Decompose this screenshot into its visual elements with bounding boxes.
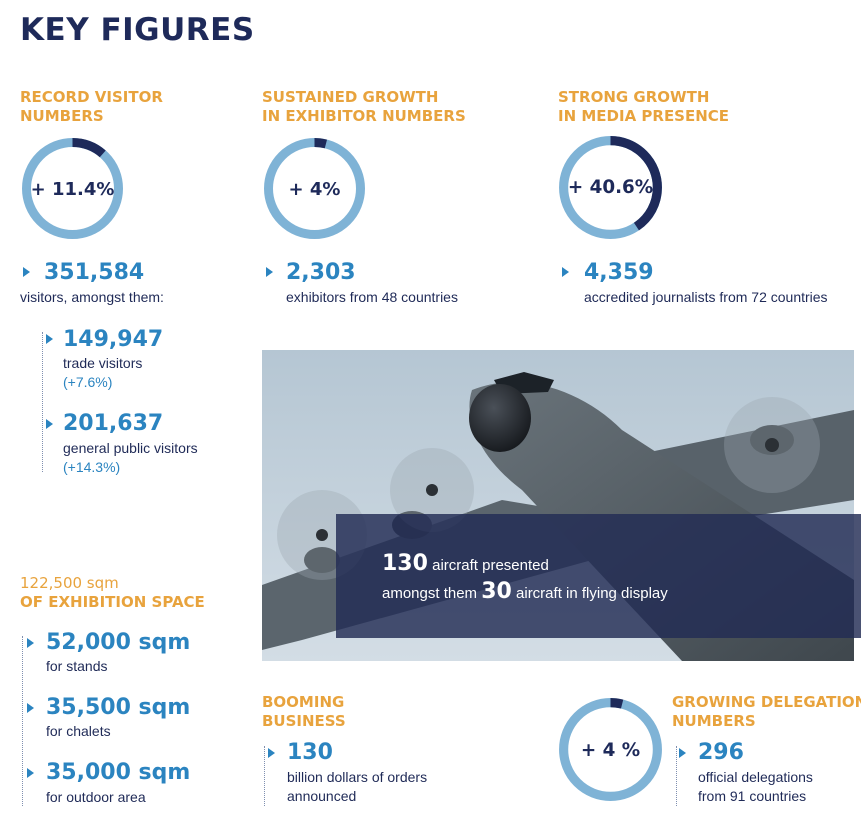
- media-arrow-icon: [562, 267, 569, 277]
- delegations-arrow-icon: [679, 748, 686, 758]
- business-heading: BOOMING BUSINESS: [262, 693, 346, 731]
- space-heading: 122,500 sqm OF EXHIBITION SPACE: [20, 574, 205, 612]
- media-heading-line1: STRONG GROWTH: [558, 88, 710, 106]
- exhibitors-heading: SUSTAINED GROWTH IN EXHIBITOR NUMBERS: [262, 88, 466, 126]
- media-value: 4,359: [584, 260, 654, 285]
- outdoor-value: 35,000 sqm: [46, 760, 191, 785]
- trade-visitors-pct: (+7.6%): [63, 374, 113, 390]
- aircraft-overlay: [336, 514, 861, 638]
- exhibitors-heading-line1: SUSTAINED GROWTH: [262, 88, 439, 106]
- visitors-total: 351,584: [44, 260, 145, 285]
- delegations-donut: + 4 %: [559, 698, 662, 801]
- aircraft-line2-prefix: amongst them: [382, 585, 478, 602]
- aircraft-line2: amongst them 30 aircraft in flying displ…: [382, 578, 668, 608]
- business-arrow-icon: [268, 748, 275, 758]
- media-donut-arc: [559, 136, 662, 239]
- chalets-value: 35,500 sqm: [46, 695, 191, 720]
- exhibitors-donut-arc: [264, 138, 365, 239]
- visitors-donut-label: + 11.4%: [31, 179, 115, 200]
- delegations-heading: GROWING DELEGATION NUMBERS: [672, 693, 861, 731]
- exhibitors-donut: + 4%: [264, 138, 365, 239]
- aircraft-line1-text: aircraft presented: [432, 557, 549, 574]
- exhibitors-donut-label: + 4%: [289, 179, 341, 200]
- public-visitors-value: 201,637: [63, 411, 164, 436]
- public-visitors-desc: general public visitors: [63, 440, 198, 456]
- business-divider: [264, 746, 265, 806]
- aircraft-line2-text: aircraft in flying display: [516, 585, 668, 602]
- exhibitors-value: 2,303: [286, 260, 356, 285]
- media-donut-label: + 40.6%: [568, 177, 653, 198]
- delegations-donut-arc: [559, 698, 662, 801]
- business-heading-line2: BUSINESS: [262, 712, 346, 730]
- delegations-divider: [676, 746, 677, 806]
- exhibitors-arrow-icon: [266, 267, 273, 277]
- delegations-desc-line1: official delegations: [698, 769, 813, 785]
- stands-desc: for stands: [46, 658, 108, 674]
- delegations-donut-label: + 4 %: [581, 740, 640, 761]
- media-desc: accredited journalists from 72 countries: [584, 289, 828, 305]
- delegations-heading-line1: GROWING DELEGATION: [672, 693, 861, 711]
- visitors-donut-arc: [22, 138, 123, 239]
- aircraft-count: 130: [382, 551, 428, 576]
- trade-visitors-desc: trade visitors: [63, 355, 143, 371]
- business-heading-line1: BOOMING: [262, 693, 345, 711]
- public-arrow-icon: [46, 419, 53, 429]
- aircraft-flying-count: 30: [481, 579, 512, 604]
- space-heading-main: OF EXHIBITION SPACE: [20, 593, 205, 611]
- media-heading-line2: IN MEDIA PRESENCE: [558, 107, 730, 125]
- visitors-heading-line2: NUMBERS: [20, 107, 104, 125]
- chalets-arrow-icon: [27, 703, 34, 713]
- delegations-value: 296: [698, 740, 744, 765]
- delegations-heading-line2: NUMBERS: [672, 712, 756, 730]
- trade-arrow-icon: [46, 334, 53, 344]
- outdoor-desc: for outdoor area: [46, 789, 146, 805]
- visitors-arrow-icon: [23, 267, 30, 277]
- stands-arrow-icon: [27, 638, 34, 648]
- media-donut: + 40.6%: [559, 136, 662, 239]
- public-visitors-pct: (+14.3%): [63, 459, 121, 475]
- media-heading: STRONG GROWTH IN MEDIA PRESENCE: [558, 88, 729, 126]
- visitors-sub-divider: [42, 332, 43, 472]
- business-desc-line1: billion dollars of orders: [287, 769, 428, 785]
- exhibitors-heading-line2: IN EXHIBITOR NUMBERS: [262, 107, 466, 125]
- delegations-desc-line2: from 91 countries: [698, 788, 807, 804]
- trade-visitors-value: 149,947: [63, 327, 164, 352]
- visitors-heading-line1: RECORD VISITOR: [20, 88, 163, 106]
- space-divider: [22, 636, 23, 806]
- chalets-desc: for chalets: [46, 723, 111, 739]
- business-value: 130: [287, 740, 333, 765]
- page-title: KEY FIGURES: [20, 12, 255, 48]
- space-heading-top: 122,500 sqm: [20, 574, 119, 592]
- stands-value: 52,000 sqm: [46, 630, 191, 655]
- aircraft-line1: 130 aircraft presented: [382, 550, 549, 580]
- visitors-total-desc: visitors, amongst them:: [20, 289, 164, 305]
- exhibitors-desc: exhibitors from 48 countries: [286, 289, 458, 305]
- business-desc-line2: announced: [287, 788, 357, 804]
- visitors-donut: + 11.4%: [22, 138, 123, 239]
- outdoor-arrow-icon: [27, 768, 34, 778]
- visitors-heading: RECORD VISITOR NUMBERS: [20, 88, 163, 126]
